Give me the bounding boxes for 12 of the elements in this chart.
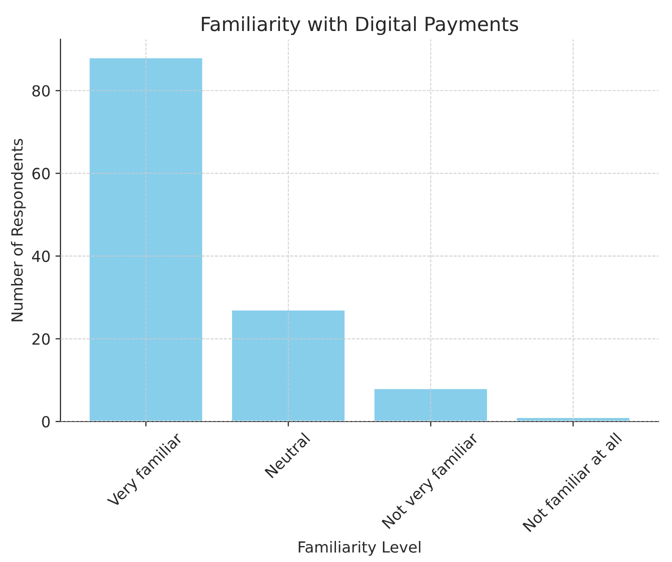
y-tick-label: 20 <box>32 333 50 345</box>
chart-title: Familiarity with Digital Payments <box>202 16 518 36</box>
bar <box>230 309 346 422</box>
bar <box>88 56 204 422</box>
y-tick-label: 40 <box>32 250 50 262</box>
bar <box>373 388 488 422</box>
x-axis-title: Familiarity Level <box>298 540 420 556</box>
y-tick-label: 0 <box>42 416 50 428</box>
bar <box>515 416 631 422</box>
y-tick-label: 60 <box>32 168 50 180</box>
y-tick-label: 80 <box>32 85 50 97</box>
y-axis-title: Number of Respondents <box>10 138 26 322</box>
